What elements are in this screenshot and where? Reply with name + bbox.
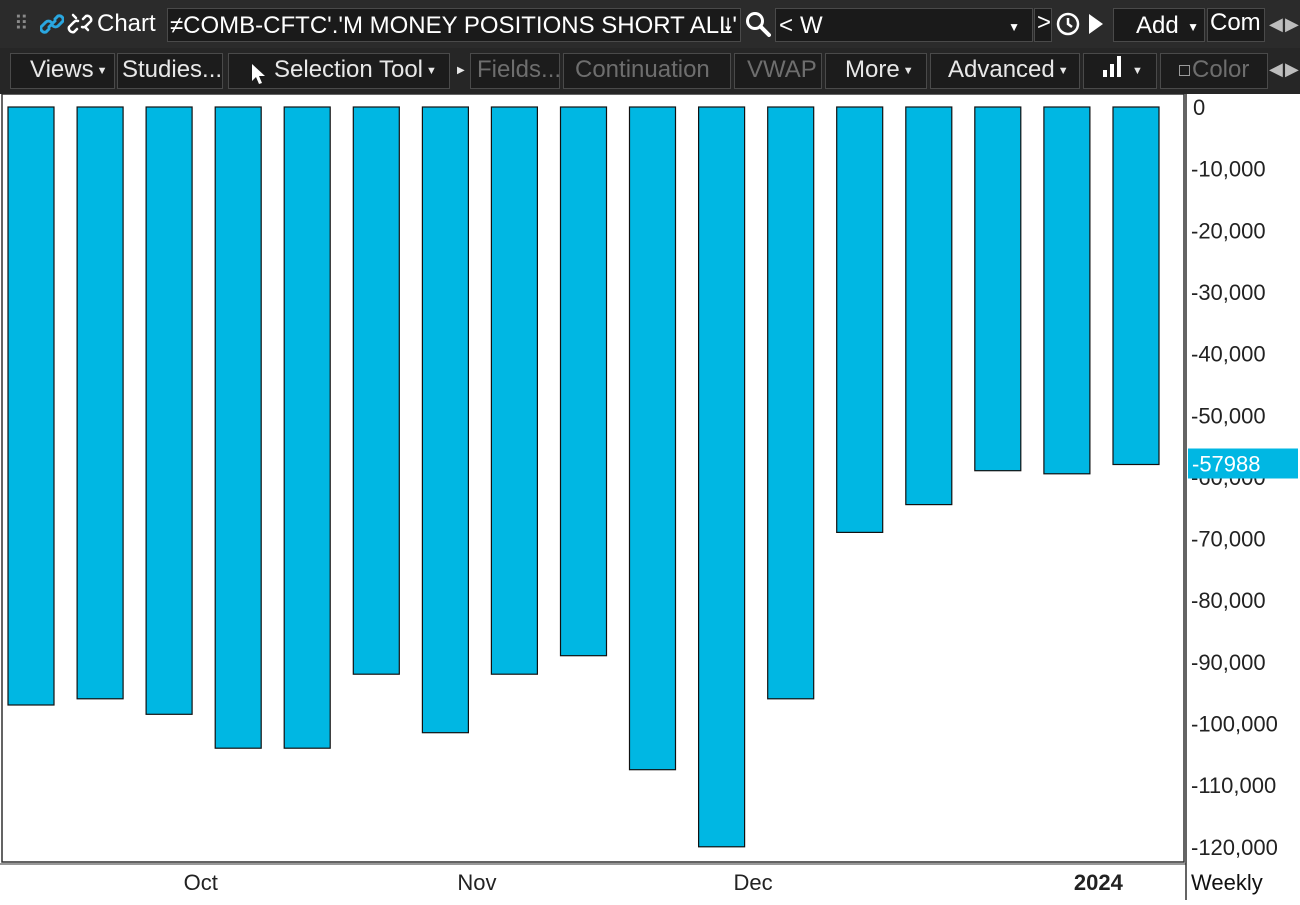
x-tick-label: 2024 bbox=[1074, 870, 1124, 895]
com-label: Com bbox=[1210, 9, 1261, 36]
bar-5 bbox=[352, 106, 400, 675]
period-value: W bbox=[800, 12, 823, 39]
selection-tool-button[interactable]: Selection Tool ▼ bbox=[228, 53, 450, 89]
symbol-input[interactable]: ≠COMB-CFTC'.'M MONEY POSITIONS SHORT ALL… bbox=[167, 8, 741, 42]
bar-7 bbox=[490, 106, 538, 675]
last-value-badge bbox=[1188, 448, 1298, 479]
period-label: Weekly bbox=[1191, 870, 1263, 895]
bar-chart-icon bbox=[1102, 54, 1124, 87]
add-label: Add bbox=[1136, 12, 1179, 39]
color-button[interactable]: Color bbox=[1160, 53, 1268, 89]
y-tick-label: -40,000 bbox=[1191, 342, 1266, 367]
drag-handle-icon[interactable]: ⠿ bbox=[14, 13, 29, 35]
chevron-down-icon: ▼ bbox=[1132, 64, 1143, 77]
toolbar-scroll-right-icon[interactable]: ▶ bbox=[1285, 59, 1299, 79]
chevron-down-icon: ▼ bbox=[1057, 64, 1069, 77]
continuation-button[interactable]: Continuation bbox=[563, 53, 731, 89]
bar-3 bbox=[214, 106, 262, 749]
bar-14 bbox=[974, 106, 1022, 472]
link-icon[interactable] bbox=[39, 10, 65, 43]
bar-10 bbox=[697, 106, 746, 848]
bar-0 bbox=[7, 106, 55, 706]
views-label: Views bbox=[30, 56, 94, 83]
bar-11 bbox=[767, 106, 815, 700]
app-title: Chart bbox=[97, 10, 156, 37]
fields-label: Fields... bbox=[477, 56, 562, 83]
cursor-arrow-icon bbox=[251, 62, 267, 94]
chart-type-button[interactable]: ▼ bbox=[1083, 53, 1157, 89]
studies-button[interactable]: Studies... bbox=[117, 53, 223, 89]
symbol-text: ≠COMB-CFTC'.'M MONEY POSITIONS SHORT ALL… bbox=[170, 12, 737, 39]
chevron-down-icon[interactable]: ▼ bbox=[1008, 20, 1020, 34]
play-icon[interactable] bbox=[1087, 12, 1105, 41]
x-tick-label: Dec bbox=[734, 870, 773, 895]
symbol-dropdown-icon[interactable]: 🠗 bbox=[724, 15, 732, 35]
y-tick-label: 0 bbox=[1193, 95, 1205, 120]
period-next-label: > bbox=[1037, 9, 1052, 36]
y-tick-label: -90,000 bbox=[1191, 650, 1266, 675]
continuation-label: Continuation bbox=[575, 56, 710, 83]
more-label: More bbox=[845, 56, 900, 83]
chevron-down-icon: ▼ bbox=[96, 64, 108, 77]
period-next-button[interactable]: > bbox=[1034, 8, 1052, 42]
y-tick-label: -100,000 bbox=[1191, 712, 1278, 737]
bar-13 bbox=[905, 106, 953, 506]
scroll-left-icon[interactable]: ◀ bbox=[1269, 14, 1283, 34]
bar-1 bbox=[76, 106, 124, 700]
y-tick-label: -120,000 bbox=[1191, 835, 1278, 860]
bar-chart[interactable]: 0-10,000-20,000-30,000-40,000-50,000-60,… bbox=[0, 93, 1300, 900]
bar-12 bbox=[836, 106, 884, 533]
clock-icon[interactable] bbox=[1056, 12, 1080, 41]
bar-8 bbox=[559, 106, 608, 657]
period-selector[interactable]: < W ▼ bbox=[775, 8, 1033, 42]
vwap-label: VWAP bbox=[747, 56, 817, 83]
period-prev-button[interactable]: < bbox=[779, 12, 794, 39]
fields-button[interactable]: Fields... bbox=[470, 53, 562, 89]
chart-toolbar: Views ▼ Studies... Selection Tool ▼ ▶ Fiel… bbox=[0, 48, 1300, 94]
y-tick-label: -50,000 bbox=[1191, 403, 1266, 428]
search-icon[interactable] bbox=[745, 11, 771, 42]
y-tick-label: -80,000 bbox=[1191, 588, 1266, 613]
bar-2 bbox=[145, 106, 193, 715]
selection-tool-label: Selection Tool bbox=[274, 56, 423, 83]
last-value-label: -57988 bbox=[1192, 452, 1261, 477]
bar-15 bbox=[1043, 106, 1091, 475]
bar-6 bbox=[421, 106, 469, 734]
bar-4 bbox=[283, 106, 331, 749]
advanced-label: Advanced bbox=[948, 56, 1055, 83]
unlink-icon[interactable] bbox=[67, 10, 93, 43]
color-label: Color bbox=[1192, 56, 1250, 83]
toolbar-expand-icon[interactable]: ▶ bbox=[457, 65, 465, 76]
advanced-button[interactable]: Advanced ▼ bbox=[930, 53, 1080, 89]
color-swatch-icon bbox=[1179, 65, 1190, 77]
com-button[interactable]: Com bbox=[1207, 8, 1265, 42]
add-dropdown-icon[interactable]: ▼ bbox=[1187, 20, 1199, 34]
add-button[interactable]: Add ▼ bbox=[1113, 8, 1205, 42]
top-bar: ⠿ Chart ≠COMB-CFTC'.'M MONEY POSITIONS S… bbox=[0, 0, 1300, 48]
x-tick-label: Oct bbox=[184, 870, 218, 895]
views-button[interactable]: Views ▼ bbox=[10, 53, 115, 89]
studies-label: Studies... bbox=[122, 56, 223, 83]
chevron-down-icon: ▼ bbox=[902, 64, 914, 77]
bar-16 bbox=[1112, 106, 1160, 466]
toolbar-scroll-left-icon[interactable]: ◀ bbox=[1269, 59, 1283, 79]
y-tick-label: -30,000 bbox=[1191, 280, 1266, 305]
chevron-down-icon: ▼ bbox=[426, 64, 437, 77]
more-button[interactable]: More ▼ bbox=[825, 53, 927, 89]
y-tick-label: -20,000 bbox=[1191, 218, 1266, 243]
vwap-button[interactable]: VWAP bbox=[734, 53, 822, 89]
y-tick-label: -70,000 bbox=[1191, 527, 1266, 552]
x-tick-label: Nov bbox=[457, 870, 496, 895]
y-tick-label: -110,000 bbox=[1191, 773, 1276, 798]
scroll-right-icon[interactable]: ▶ bbox=[1285, 14, 1299, 34]
y-tick-label: -10,000 bbox=[1191, 157, 1266, 182]
bar-9 bbox=[628, 106, 677, 771]
chart-area[interactable]: 0-10,000-20,000-30,000-40,000-50,000-60,… bbox=[0, 93, 1300, 900]
